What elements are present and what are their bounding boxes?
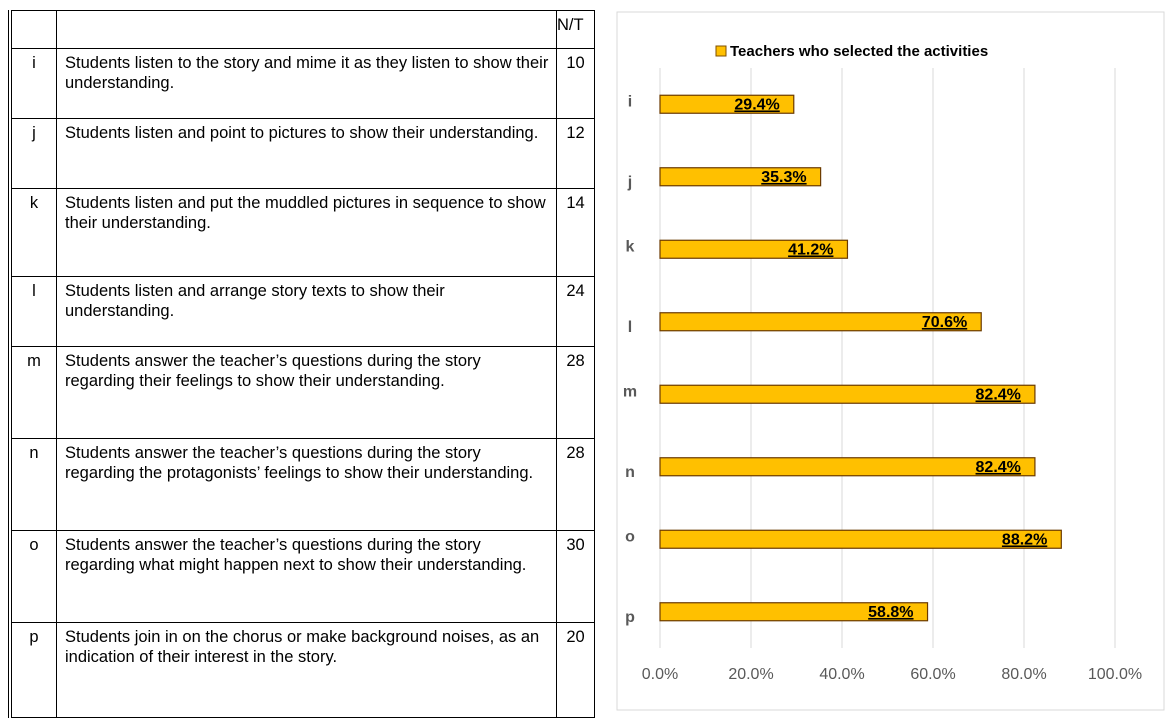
table-cell: N/T (556, 10, 595, 49)
x-tick-label: 60.0% (910, 666, 955, 683)
table-cell: o (9, 530, 57, 623)
table-cell: Students listen and put the muddled pict… (56, 188, 557, 277)
table-cell: n (9, 438, 57, 531)
bar (659, 167, 822, 187)
x-tick-label: 0.0% (642, 666, 678, 683)
table-cell: l (9, 276, 57, 347)
chart-frame (616, 11, 1165, 711)
table-cell: 14 (556, 188, 595, 277)
table-cell: Students answer the teacher’s questions … (56, 438, 557, 531)
bar (659, 384, 1036, 404)
x-tick-label: 40.0% (819, 666, 864, 683)
y-tick-label: m (623, 383, 637, 400)
data-label: 41.2% (788, 241, 833, 258)
table-cell: j (9, 118, 57, 189)
table-row: i Students listen to the story and mime i… (9, 48, 595, 119)
table-cell: Students listen and arrange story texts … (56, 276, 557, 347)
y-tick-label: p (625, 609, 635, 626)
y-tick-label: n (625, 464, 635, 481)
x-tick-label: 80.0% (1001, 666, 1046, 683)
data-label: 35.3% (761, 169, 806, 186)
x-tick-label: 100.0% (1088, 666, 1142, 683)
table-cell: 20 (556, 622, 595, 718)
table-row: l Students listen and arrange story texts… (9, 276, 595, 347)
table-cell: Students answer the teacher’s questions … (56, 346, 557, 439)
data-label: 29.4% (734, 96, 779, 113)
table-cell: 24 (556, 276, 595, 347)
data-label: 88.2% (1002, 531, 1047, 548)
table-cell: 10 (556, 48, 595, 119)
bar (659, 602, 929, 622)
y-tick-label: o (625, 528, 635, 545)
table-row: n Students answer the teacher’s questions… (9, 438, 595, 531)
legend-label: Teachers who selected the activities (730, 43, 988, 60)
data-label: 82.4% (976, 459, 1021, 476)
bar (659, 457, 1036, 477)
y-tick-label: k (626, 238, 635, 255)
bar (659, 94, 795, 114)
table-cell: 28 (556, 346, 595, 439)
y-tick-label: j (627, 174, 632, 191)
data-label: 70.6% (922, 314, 967, 331)
table-row: m Students answer the teacher’s questions… (9, 346, 595, 439)
table-cell: i (9, 48, 57, 119)
table-row: k Students listen and put the muddled pic… (9, 188, 595, 277)
y-tick-label: i (628, 93, 632, 110)
data-label: 82.4% (976, 386, 1021, 403)
x-tick-label: 20.0% (728, 666, 773, 683)
y-tick-label: l (628, 319, 632, 336)
data-label: 58.8% (868, 604, 913, 621)
bar (659, 529, 1062, 549)
legend-swatch (715, 45, 727, 57)
bar (659, 239, 849, 259)
table-cell: Students answer the teacher’s questions … (56, 530, 557, 623)
table-cell: Students listen to the story and mime it… (56, 48, 557, 119)
bar (659, 312, 982, 332)
